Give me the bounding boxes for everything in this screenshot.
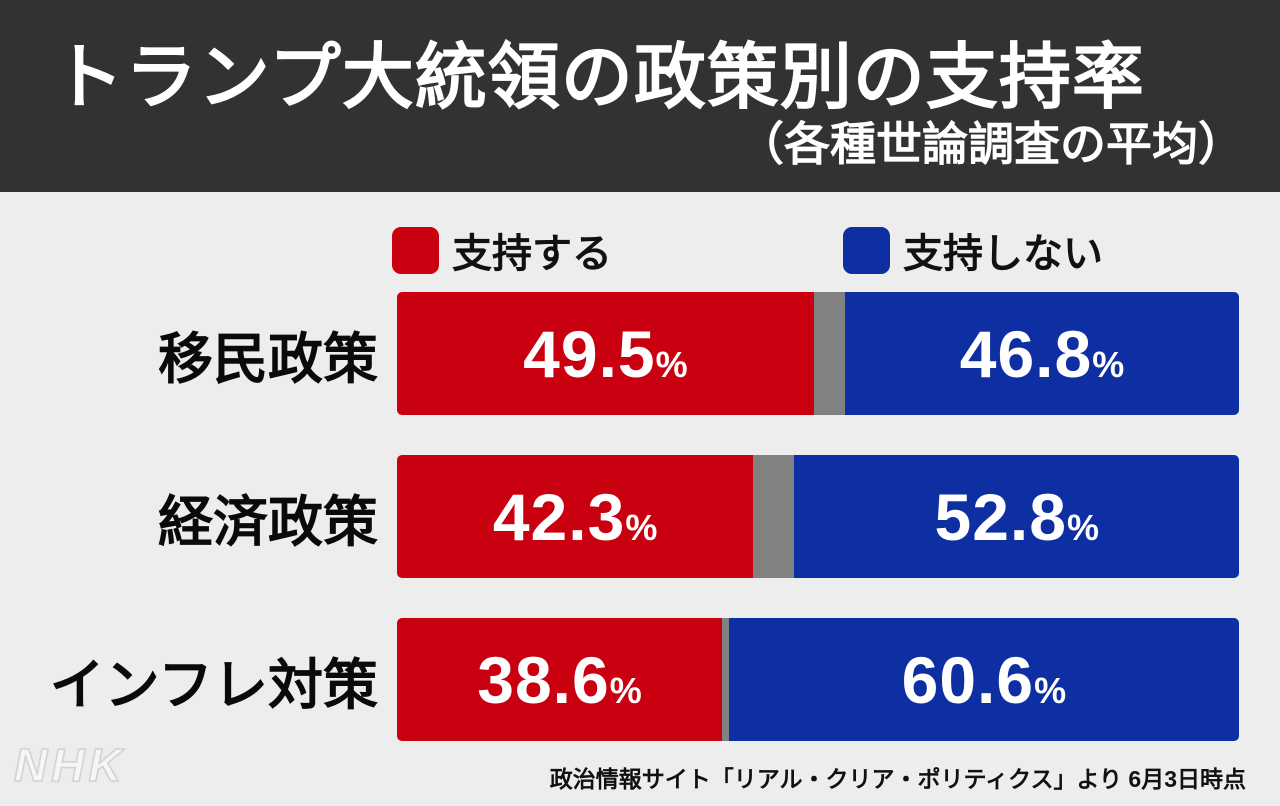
bar-track: 42.3% 52.8%: [397, 455, 1240, 578]
neither-gap: [753, 455, 795, 578]
stacked-bar-chart: 移民政策 49.5% 46.8% 経済政策 42.3% 52.8%: [0, 292, 1240, 781]
approve-value: 38.6%: [477, 642, 642, 717]
bar-track: 49.5% 46.8%: [397, 292, 1240, 415]
neither-gap: [813, 292, 845, 415]
page-title: トランプ大統領の政策別の支持率: [52, 38, 1145, 118]
disapprove-value: 52.8%: [934, 479, 1099, 554]
legend-swatch-disapprove: [843, 226, 890, 274]
neither-gap: [722, 618, 729, 741]
row-label: 経済政策: [157, 490, 378, 553]
approve-bar: 38.6%: [397, 618, 723, 741]
source-note: 政治情報サイト「リアル・クリア・ポリティクス」より 6月3日時点: [549, 766, 1246, 792]
legend-label-approve: 支持する: [452, 232, 612, 276]
disapprove-value: 60.6%: [901, 642, 1067, 717]
page-subtitle: （各種世論調査の平均）: [738, 118, 1244, 170]
row-label: 移民政策: [157, 327, 378, 390]
approve-value: 42.3%: [492, 479, 658, 554]
legend-swatch-approve: [392, 226, 439, 274]
nhk-logo: NHK: [13, 738, 126, 792]
chart-row-immigration: 移民政策 49.5% 46.8%: [0, 292, 1240, 415]
header-banner: トランプ大統領の政策別の支持率 （各種世論調査の平均）: [0, 0, 1280, 192]
disapprove-value: 46.8%: [959, 316, 1125, 391]
disapprove-bar: 60.6%: [728, 618, 1239, 741]
bar-track: 38.6% 60.6%: [397, 618, 1239, 741]
row-label: インフレ対策: [49, 653, 378, 716]
legend-item-approve: 支持する: [392, 221, 612, 279]
chart-row-inflation: インフレ対策 38.6% 60.6%: [0, 618, 1239, 741]
disapprove-bar: 46.8%: [844, 292, 1240, 415]
legend-label-disapprove: 支持しない: [903, 232, 1103, 276]
legend-item-disapprove: 支持しない: [843, 221, 1103, 279]
approve-bar: 42.3%: [397, 455, 754, 578]
chart-row-economy: 経済政策 42.3% 52.8%: [0, 455, 1240, 578]
approve-value: 49.5%: [523, 316, 688, 391]
approve-bar: 49.5%: [397, 292, 814, 415]
disapprove-bar: 52.8%: [794, 455, 1240, 578]
